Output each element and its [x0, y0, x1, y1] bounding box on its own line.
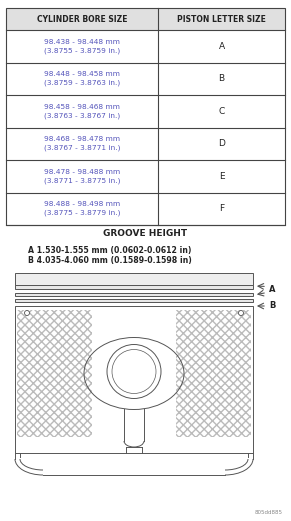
Bar — [15, 293, 253, 296]
Bar — [15, 299, 253, 302]
Bar — [15, 285, 253, 289]
Text: 805dd885: 805dd885 — [255, 510, 283, 515]
Text: A 1.530-1.555 mm (0.0602-0.0612 in): A 1.530-1.555 mm (0.0602-0.0612 in) — [28, 245, 191, 254]
Text: A: A — [269, 285, 276, 294]
Circle shape — [239, 311, 244, 316]
Text: B: B — [219, 75, 225, 83]
Bar — [6, 160, 285, 192]
Text: F: F — [219, 204, 224, 213]
Text: 98.488 - 98.498 mm
(3.8775 - 3.8779 in.): 98.488 - 98.498 mm (3.8775 - 3.8779 in.) — [44, 201, 120, 216]
Bar — [6, 30, 285, 63]
Text: 98.468 - 98.478 mm
(3.8767 - 3.8771 in.): 98.468 - 98.478 mm (3.8767 - 3.8771 in.) — [44, 137, 120, 151]
Bar — [6, 63, 285, 95]
Text: A: A — [219, 42, 225, 51]
Text: C: C — [218, 107, 225, 116]
Bar — [6, 8, 285, 225]
Circle shape — [107, 344, 161, 399]
Text: B 4.035-4.060 mm (0.1589-0.1598 in): B 4.035-4.060 mm (0.1589-0.1598 in) — [28, 255, 192, 265]
Text: 98.478 - 98.488 mm
(3.8771 - 3.8775 in.): 98.478 - 98.488 mm (3.8771 - 3.8775 in.) — [44, 169, 120, 184]
Text: PISTON LETTER SIZE: PISTON LETTER SIZE — [177, 15, 266, 23]
Text: CYLINDER BORE SIZE: CYLINDER BORE SIZE — [37, 15, 127, 23]
Text: GROOVE HEIGHT: GROOVE HEIGHT — [103, 229, 188, 239]
Text: 98.438 - 98.448 mm
(3.8755 - 3.8759 in.): 98.438 - 98.448 mm (3.8755 - 3.8759 in.) — [44, 39, 120, 54]
Circle shape — [112, 350, 156, 393]
Bar — [15, 306, 253, 453]
Text: E: E — [219, 172, 224, 181]
Text: D: D — [218, 139, 225, 148]
Bar — [6, 192, 285, 225]
Text: B: B — [269, 302, 275, 311]
Bar — [6, 95, 285, 128]
Circle shape — [24, 311, 29, 316]
Bar — [15, 273, 253, 285]
Bar — [6, 8, 285, 30]
Text: 98.458 - 98.468 mm
(3.8763 - 3.8767 in.): 98.458 - 98.468 mm (3.8763 - 3.8767 in.) — [44, 104, 120, 119]
Bar — [17, 310, 92, 437]
Text: 98.448 - 98.458 mm
(3.8759 - 3.8763 in.): 98.448 - 98.458 mm (3.8759 - 3.8763 in.) — [44, 71, 120, 86]
Bar — [6, 128, 285, 160]
Bar — [176, 310, 251, 437]
